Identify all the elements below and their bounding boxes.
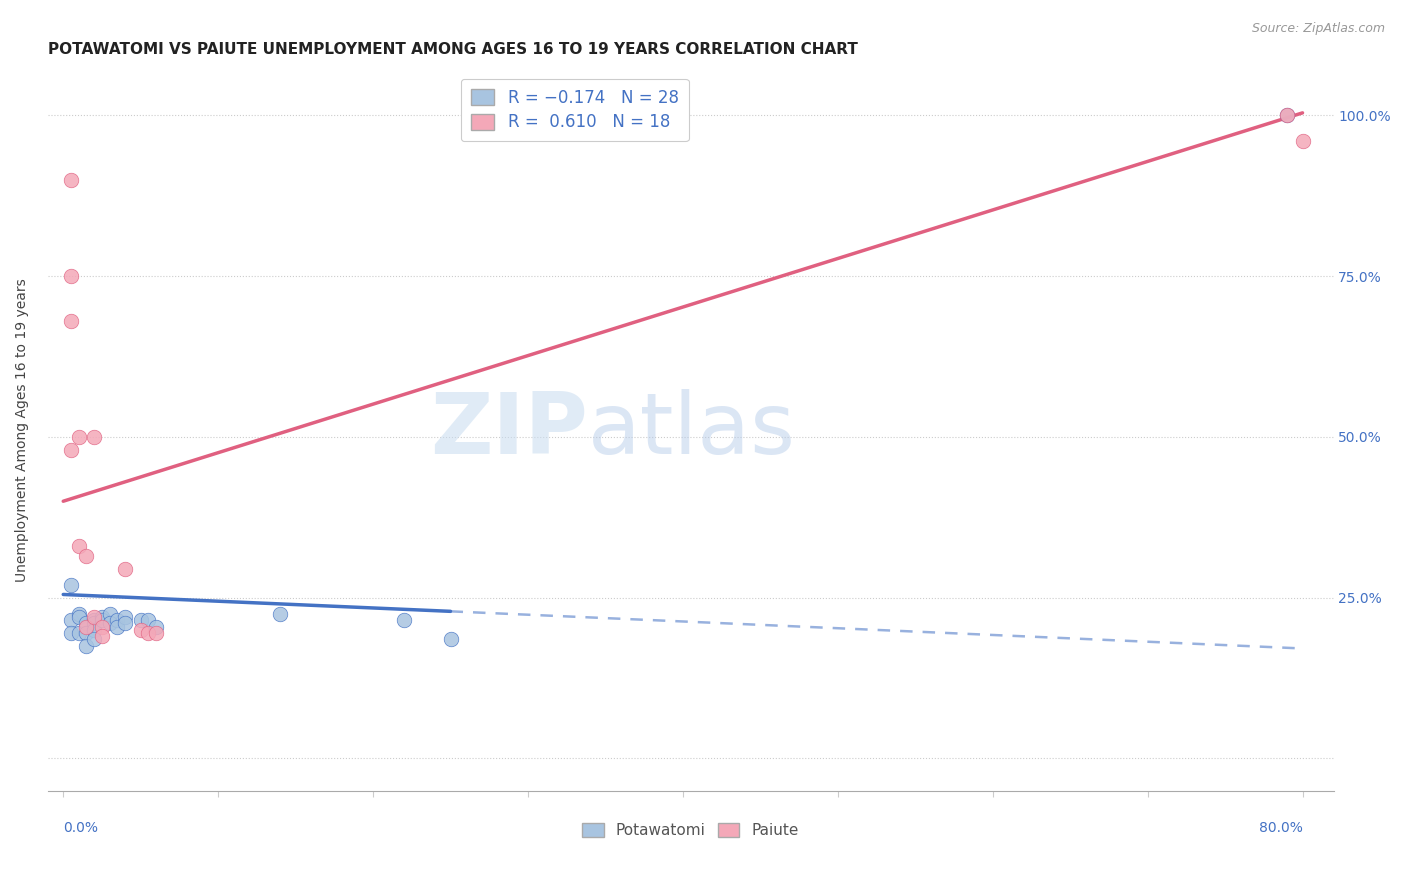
- Text: atlas: atlas: [588, 389, 796, 472]
- Text: 0.0%: 0.0%: [63, 822, 98, 835]
- Point: [107, 619, 129, 633]
- Point: [91, 629, 114, 643]
- Point: [67, 607, 90, 621]
- Point: [67, 610, 90, 624]
- Point: [129, 623, 152, 637]
- Point: [59, 626, 82, 640]
- Point: [269, 607, 291, 621]
- Point: [83, 613, 105, 627]
- Point: [392, 613, 415, 627]
- Point: [76, 616, 98, 631]
- Point: [129, 613, 152, 627]
- Point: [59, 172, 82, 186]
- Point: [1275, 108, 1298, 122]
- Point: [83, 616, 105, 631]
- Y-axis label: Unemployment Among Ages 16 to 19 years: Unemployment Among Ages 16 to 19 years: [15, 278, 30, 582]
- Point: [76, 626, 98, 640]
- Point: [76, 549, 98, 563]
- Point: [59, 269, 82, 284]
- Point: [107, 613, 129, 627]
- Point: [76, 619, 98, 633]
- Point: [1291, 134, 1313, 148]
- Point: [91, 613, 114, 627]
- Point: [114, 562, 136, 576]
- Point: [91, 610, 114, 624]
- Point: [145, 619, 167, 633]
- Point: [98, 616, 121, 631]
- Point: [114, 610, 136, 624]
- Point: [59, 578, 82, 592]
- Point: [76, 639, 98, 653]
- Text: POTAWATOMI VS PAIUTE UNEMPLOYMENT AMONG AGES 16 TO 19 YEARS CORRELATION CHART: POTAWATOMI VS PAIUTE UNEMPLOYMENT AMONG …: [48, 42, 858, 57]
- Point: [439, 632, 461, 647]
- Point: [114, 616, 136, 631]
- Point: [59, 314, 82, 328]
- Point: [67, 626, 90, 640]
- Point: [83, 610, 105, 624]
- Point: [91, 619, 114, 633]
- Legend: Potawatomi, Paiute: Potawatomi, Paiute: [576, 816, 806, 844]
- Point: [83, 430, 105, 444]
- Point: [83, 632, 105, 647]
- Point: [138, 613, 160, 627]
- Point: [1275, 108, 1298, 122]
- Point: [138, 626, 160, 640]
- Point: [83, 623, 105, 637]
- Point: [145, 626, 167, 640]
- Point: [98, 607, 121, 621]
- Text: 80.0%: 80.0%: [1258, 822, 1302, 835]
- Point: [59, 613, 82, 627]
- Text: ZIP: ZIP: [430, 389, 588, 472]
- Point: [67, 539, 90, 553]
- Text: Source: ZipAtlas.com: Source: ZipAtlas.com: [1251, 22, 1385, 36]
- Point: [67, 430, 90, 444]
- Point: [59, 442, 82, 457]
